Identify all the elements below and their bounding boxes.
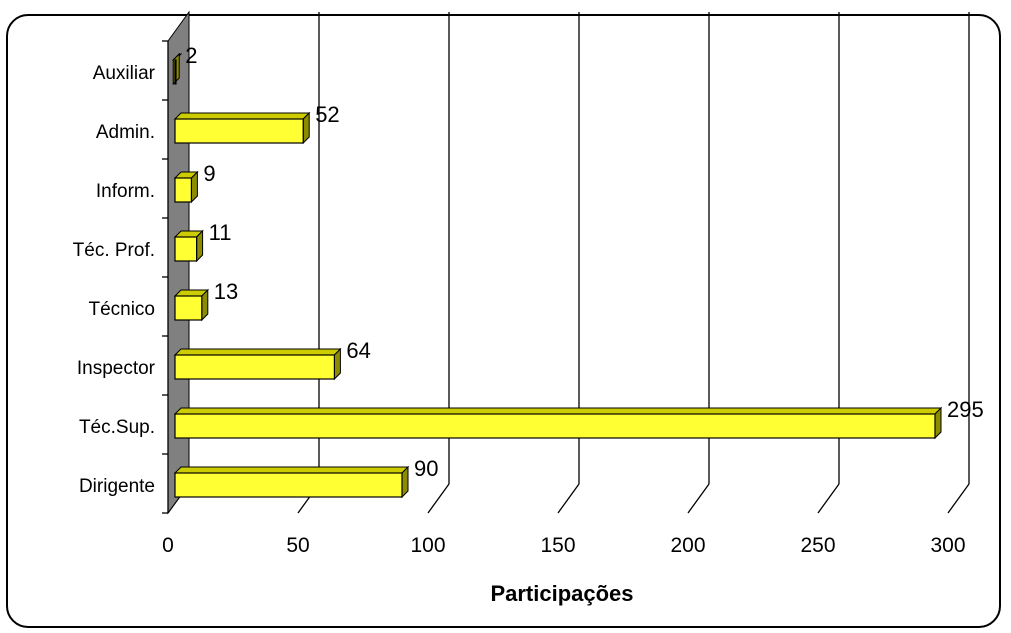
- x-axis-title: Participações: [490, 581, 633, 606]
- bar-side-face: [190, 170, 198, 204]
- bar-top-face: [173, 466, 410, 474]
- bar-front-face: [174, 354, 335, 380]
- labels: 0 50 100 150 200 250 300Dirigente90Téc.Sup.295…: [73, 43, 984, 557]
- bar-front-face: [174, 413, 936, 439]
- bar: [173, 229, 204, 263]
- bar: [171, 52, 183, 86]
- bar-side-face: [302, 111, 310, 145]
- bar-front-face: [174, 472, 403, 498]
- x-tick-label: 100: [410, 534, 445, 557]
- data-label: 295: [947, 397, 984, 422]
- bar-front-face: [174, 177, 192, 203]
- bar-top-face: [173, 348, 342, 356]
- data-label: 90: [414, 456, 438, 481]
- bar: [173, 406, 943, 440]
- floor-gridline: [557, 483, 580, 514]
- floor-gridline: [947, 483, 970, 514]
- floor-gridline: [427, 483, 450, 514]
- y-tick-label: Inspector: [77, 358, 156, 379]
- floor-gridline: [817, 483, 840, 514]
- x-tick-label: 250: [800, 534, 835, 557]
- bar-front-face: [174, 236, 198, 262]
- y-tick-label: Téc.Sup.: [79, 417, 155, 438]
- data-label: 11: [209, 220, 232, 245]
- bar: [173, 288, 210, 322]
- bar-side-face: [333, 347, 341, 381]
- y-tick-label: Admin.: [96, 122, 155, 143]
- bar-side-face: [401, 465, 409, 499]
- x-tick-label: 0: [162, 534, 174, 557]
- bar: [173, 170, 199, 204]
- y-tick-label: Técnico: [88, 299, 155, 320]
- floor-gridline: [687, 483, 710, 514]
- bars: [171, 52, 943, 499]
- y-tick-label: Téc. Prof.: [73, 240, 155, 261]
- bar: [173, 347, 342, 381]
- x-tick-label: 50: [286, 534, 309, 557]
- y-tick-label: Inform.: [96, 181, 155, 202]
- bar-front-face: [174, 118, 304, 144]
- data-label: 2: [185, 43, 197, 68]
- bar-top-face: [173, 407, 943, 415]
- data-label: 52: [315, 102, 339, 127]
- bar-front-face: [174, 59, 177, 85]
- bar-side-face: [196, 229, 204, 263]
- data-label: 9: [203, 161, 215, 186]
- bar-front-face: [174, 295, 203, 321]
- data-label: 64: [346, 338, 370, 363]
- bar-side-face: [934, 406, 942, 440]
- x-tick-label: 200: [670, 534, 705, 557]
- axes: [162, 40, 169, 514]
- y-tick-label: Dirigente: [79, 476, 155, 497]
- x-tick-label: 300: [930, 534, 965, 557]
- bar-top-face: [173, 112, 311, 120]
- bar: [173, 111, 311, 145]
- x-tick-label: 150: [540, 534, 575, 557]
- bar-side-face: [201, 288, 209, 322]
- bar: [173, 465, 410, 499]
- data-label: 13: [214, 279, 238, 304]
- y-tick-label: Auxiliar: [93, 63, 156, 84]
